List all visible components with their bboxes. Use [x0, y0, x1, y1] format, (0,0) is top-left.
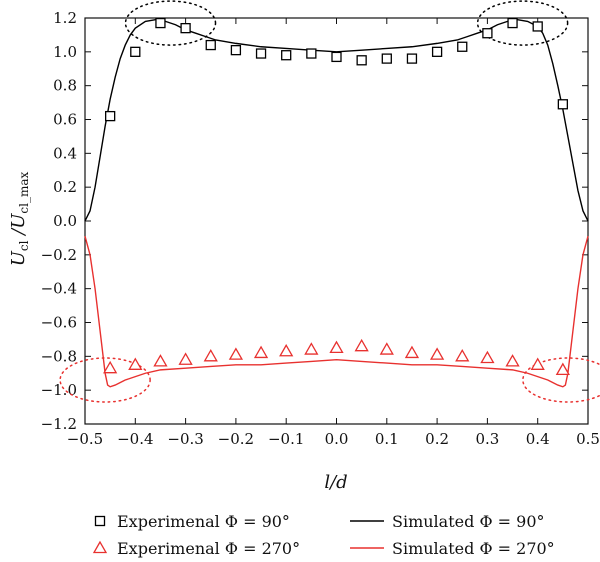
y-axis-title-text: Ucl /Ucl_max	[8, 171, 31, 266]
x-tick-label: 0.1	[375, 430, 399, 448]
y-tick-label: 1.0	[53, 43, 77, 61]
experimental-270-point	[480, 350, 495, 364]
x-tick-label: 0.3	[475, 430, 499, 448]
y-tick-label: −0.8	[41, 347, 77, 365]
experimental-90-point	[281, 50, 292, 61]
x-tick-label: −0.4	[117, 430, 153, 448]
experimental-90-point	[205, 39, 216, 51]
y-axis-title: Ucl /Ucl_max	[8, 171, 31, 266]
experimental-90-point	[507, 17, 518, 29]
y-tick-label: 0.6	[53, 111, 77, 129]
experimental-90-point	[356, 55, 367, 66]
x-tick-label: −0.5	[67, 430, 103, 448]
legend-label: Simulated Φ = 90°	[392, 512, 545, 531]
y-tick-label: −1.2	[41, 415, 77, 433]
experimental-90-point	[155, 17, 166, 29]
experimental-270-point	[103, 360, 118, 374]
experimental-90-point	[180, 22, 191, 34]
legend-label: Experimenal Φ = 270°	[117, 539, 300, 558]
experimental-90-point	[532, 21, 543, 32]
experimental-90-point	[331, 51, 342, 63]
experimental-270-point	[404, 345, 420, 359]
experimental-90-point	[381, 53, 392, 64]
x-tick-label: 0.2	[425, 430, 449, 448]
y-tick-label: 0.8	[53, 77, 77, 95]
experimental-90-point	[557, 99, 568, 110]
experimental-270-point	[329, 340, 344, 354]
x-tick-label: 0.5	[576, 430, 600, 448]
y-tick-label: −0.6	[41, 314, 77, 332]
experimental-270-point	[153, 354, 168, 367]
x-tick-label: 0.4	[526, 430, 550, 448]
experimental-270-point	[379, 342, 394, 355]
experimental-270-point	[279, 343, 294, 357]
experimental-270-point	[253, 345, 269, 359]
experimental-90-point	[406, 53, 418, 64]
experimental-90-point	[482, 28, 493, 39]
y-tick-label: −1.0	[41, 381, 77, 399]
experimental-90-point	[431, 46, 443, 57]
x-axis-title: l/d	[324, 472, 347, 493]
x-tick-label: −0.1	[268, 430, 304, 448]
x-tick-label: −0.3	[167, 430, 203, 448]
experimental-270-point	[530, 357, 545, 370]
legend: Experimenal Φ = 90° Experimenal Φ = 270° S…	[92, 512, 555, 558]
experimental-90-point	[230, 44, 242, 56]
y-tick-label: −0.2	[41, 246, 77, 264]
dotted-ellipse-annotation	[476, 0, 569, 46]
experimental-90-point	[306, 48, 317, 59]
experimental-90-point	[130, 46, 141, 57]
y-tick-label: −0.4	[41, 280, 77, 298]
experimental-270-point	[203, 349, 218, 362]
experimental-270-point	[429, 347, 445, 360]
experimental-270-point	[128, 357, 143, 370]
experimental-270-point	[354, 338, 369, 352]
dotted-ellipse-annotation	[59, 357, 151, 403]
experimental-270-point	[555, 362, 570, 376]
experimental-270-point	[304, 342, 319, 355]
y-tick-label: 0.0	[53, 212, 77, 230]
y-tick-label: 0.4	[53, 144, 77, 162]
simulated-270-line	[84, 236, 589, 388]
experimental-270-point	[505, 354, 520, 367]
x-tick-label: −0.2	[218, 430, 254, 448]
experimental-90-point	[105, 110, 116, 122]
experimental-270-point	[178, 352, 193, 365]
legend-triangle-marker	[92, 540, 108, 554]
simulated-90-line	[84, 18, 589, 222]
x-tick-label: 0.0	[325, 430, 349, 448]
y-tick-label: 0.2	[53, 178, 77, 196]
y-tick-label: 1.2	[53, 9, 77, 27]
experimental-90-point	[255, 48, 267, 59]
experimental-90-point	[457, 41, 468, 52]
legend-square-marker	[94, 515, 106, 527]
plot-area: −0.5 −0.4 −0.3 −0.2 −0.1 0.0 0.1 0.2 0.3 0.4 0.5 −1…	[41, 0, 600, 448]
experimental-270-point	[455, 349, 470, 362]
dotted-ellipse-annotation	[124, 0, 217, 46]
experimental-270-point	[228, 347, 244, 360]
legend-label: Simulated Φ = 270°	[392, 539, 555, 558]
legend-label: Experimenal Φ = 90°	[117, 512, 290, 531]
